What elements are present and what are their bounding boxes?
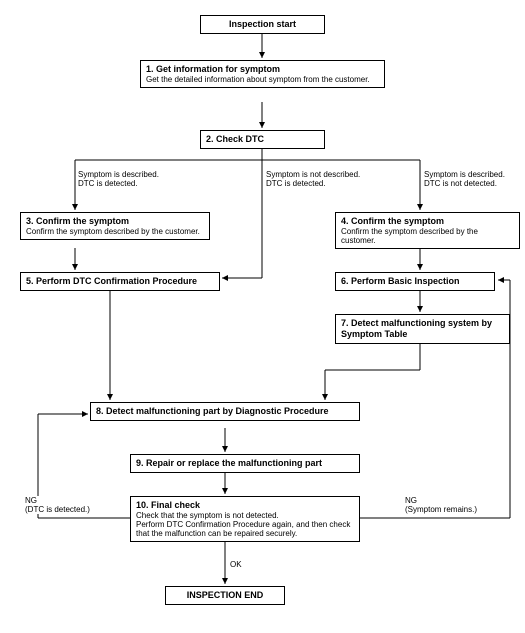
edge-label-mid: Symptom is not described. DTC is detecte… [266, 170, 386, 188]
node-s4-sub: Confirm the symptom described by the cus… [341, 227, 514, 245]
edge-label-ng-left: NG (DTC is detected.) [25, 496, 105, 514]
node-s6: 6. Perform Basic Inspection [335, 272, 495, 291]
node-s4-title: 4. Confirm the symptom [341, 216, 514, 227]
node-s7: 7. Detect malfunctioning system by Sympt… [335, 314, 510, 344]
node-s1: 1. Get information for symptom Get the d… [140, 60, 385, 88]
node-s8-title: 8. Detect malfunctioning part by Diagnos… [96, 406, 354, 417]
node-s9: 9. Repair or replace the malfunctioning … [130, 454, 360, 473]
node-s2: 2. Check DTC [200, 130, 325, 149]
node-s3-title: 3. Confirm the symptom [26, 216, 204, 227]
node-s3: 3. Confirm the symptom Confirm the sympt… [20, 212, 210, 240]
edge-label-ok: OK [230, 560, 242, 569]
edge-label-right: Symptom is described. DTC is not detecte… [424, 170, 524, 188]
node-s1-title: 1. Get information for symptom [146, 64, 379, 75]
edge-label-left: Symptom is described. DTC is detected. [78, 170, 188, 188]
flowchart-canvas: Inspection start 1. Get information for … [0, 0, 525, 633]
node-s7-title: 7. Detect malfunctioning system by Sympt… [341, 318, 504, 340]
node-s5-title: 5. Perform DTC Confirmation Procedure [26, 276, 214, 287]
node-s3-sub: Confirm the symptom described by the cus… [26, 227, 204, 236]
node-end-title: INSPECTION END [171, 590, 279, 601]
node-s4: 4. Confirm the symptom Confirm the sympt… [335, 212, 520, 249]
node-s10: 10. Final check Check that the symptom i… [130, 496, 360, 542]
node-s2-title: 2. Check DTC [206, 134, 319, 145]
node-s8: 8. Detect malfunctioning part by Diagnos… [90, 402, 360, 421]
edge-label-ng-right: NG (Symptom remains.) [405, 496, 500, 514]
node-end: INSPECTION END [165, 586, 285, 605]
node-start-title: Inspection start [206, 19, 319, 30]
node-s10-sub: Check that the symptom is not detected. … [136, 511, 354, 539]
node-s5: 5. Perform DTC Confirmation Procedure [20, 272, 220, 291]
node-s9-title: 9. Repair or replace the malfunctioning … [136, 458, 354, 469]
node-s1-sub: Get the detailed information about sympt… [146, 75, 379, 84]
node-start: Inspection start [200, 15, 325, 34]
node-s10-title: 10. Final check [136, 500, 354, 511]
node-s6-title: 6. Perform Basic Inspection [341, 276, 489, 287]
